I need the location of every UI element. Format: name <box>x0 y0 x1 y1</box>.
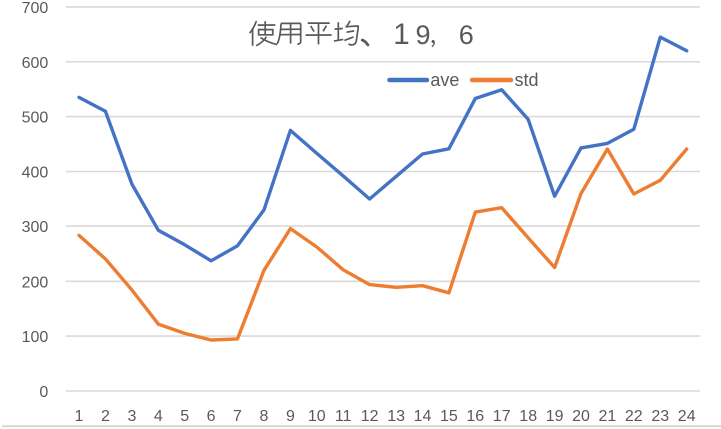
svg-text:1: 1 <box>393 18 409 51</box>
svg-text:500: 500 <box>22 110 49 127</box>
svg-text:1: 1 <box>75 408 84 425</box>
svg-text:3: 3 <box>127 408 136 425</box>
svg-text:23: 23 <box>651 408 669 425</box>
svg-text:10: 10 <box>308 408 326 425</box>
svg-text:9: 9 <box>286 408 295 425</box>
svg-text:600: 600 <box>22 55 49 72</box>
svg-text:200: 200 <box>22 274 49 291</box>
svg-text:9: 9 <box>416 20 431 50</box>
svg-text:14: 14 <box>414 408 432 425</box>
svg-text:300: 300 <box>22 219 49 236</box>
svg-text:16: 16 <box>466 408 484 425</box>
svg-text:4: 4 <box>154 408 163 425</box>
svg-text:22: 22 <box>625 408 643 425</box>
svg-text:400: 400 <box>22 165 49 182</box>
svg-text:8: 8 <box>260 408 269 425</box>
svg-text:24: 24 <box>678 408 696 425</box>
svg-text:13: 13 <box>387 408 405 425</box>
svg-text:std: std <box>515 70 539 90</box>
svg-text:ave: ave <box>430 70 459 90</box>
svg-text:0: 0 <box>39 384 48 401</box>
svg-text:21: 21 <box>599 408 617 425</box>
svg-text:18: 18 <box>519 408 537 425</box>
svg-text:20: 20 <box>572 408 590 425</box>
svg-text:5: 5 <box>180 408 189 425</box>
svg-text:17: 17 <box>493 408 511 425</box>
svg-text:700: 700 <box>22 0 49 17</box>
svg-text:2: 2 <box>101 408 110 425</box>
svg-text:12: 12 <box>361 408 379 425</box>
svg-text:19: 19 <box>546 408 564 425</box>
svg-text:6: 6 <box>459 20 474 50</box>
svg-text:7: 7 <box>233 408 242 425</box>
svg-text:6: 6 <box>207 408 216 425</box>
svg-text:15: 15 <box>440 408 458 425</box>
svg-text:11: 11 <box>335 408 352 425</box>
svg-text:100: 100 <box>22 329 49 346</box>
